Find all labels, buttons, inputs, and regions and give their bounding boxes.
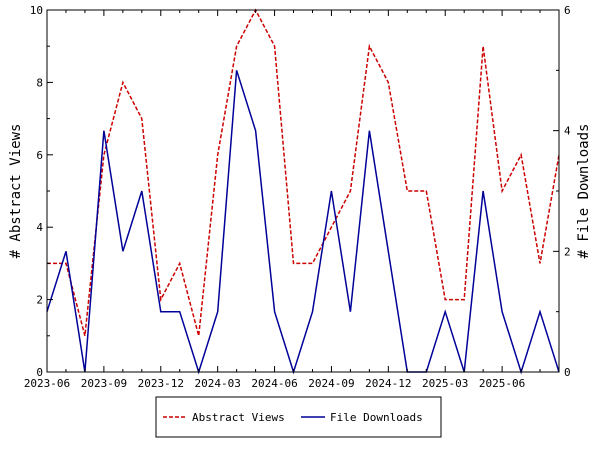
y-left-tick-label: 0 <box>36 366 43 379</box>
x-tick-label: 2023-09 <box>81 377 127 390</box>
x-axis-ticks: 2023-06 2023-09 2023-12 2024-03 2024-06 2024-… <box>24 10 560 390</box>
x-tick-label: 2023-12 <box>138 377 184 390</box>
plot-lines <box>46 8 560 375</box>
y-right-tick-label: 4 <box>564 125 571 138</box>
x-tick-label: 2025-03 <box>422 377 468 390</box>
y-left-tick-label: 6 <box>36 149 43 162</box>
legend-label-file-downloads: File Downloads <box>330 411 423 424</box>
y-left-tick-label: 8 <box>36 76 43 89</box>
legend: Abstract Views File Downloads <box>155 396 442 438</box>
y-axis-right-title: # File Downloads <box>576 124 592 259</box>
y-axis-right-ticks: 0 2 4 6 <box>553 4 571 379</box>
x-tick-label: 2024-03 <box>194 377 240 390</box>
y-axis-left-ticks: 0 2 4 6 8 10 <box>30 4 53 379</box>
x-tick-label: 2025-06 <box>479 377 525 390</box>
y-right-tick-label: 0 <box>564 366 571 379</box>
legend-box <box>155 396 442 438</box>
plot-frame <box>46 9 560 373</box>
x-tick-label: 2024-09 <box>308 377 354 390</box>
series-line-abstract-views <box>47 8 560 336</box>
y-left-tick-label: 10 <box>30 4 43 17</box>
x-tick-label: 2024-12 <box>365 377 411 390</box>
y-left-tick-label: 2 <box>36 294 43 307</box>
legend-label-abstract-views: Abstract Views <box>192 411 285 424</box>
y-right-tick-label: 6 <box>564 4 571 17</box>
y-right-tick-label: 2 <box>564 245 571 258</box>
x-tick-label: 2023-06 <box>24 377 70 390</box>
y-left-tick-label: 4 <box>36 221 43 234</box>
series-line-file-downloads <box>46 70 560 375</box>
x-tick-label: 2024-06 <box>251 377 297 390</box>
y-axis-left-title: # Abstract Views <box>8 124 24 259</box>
